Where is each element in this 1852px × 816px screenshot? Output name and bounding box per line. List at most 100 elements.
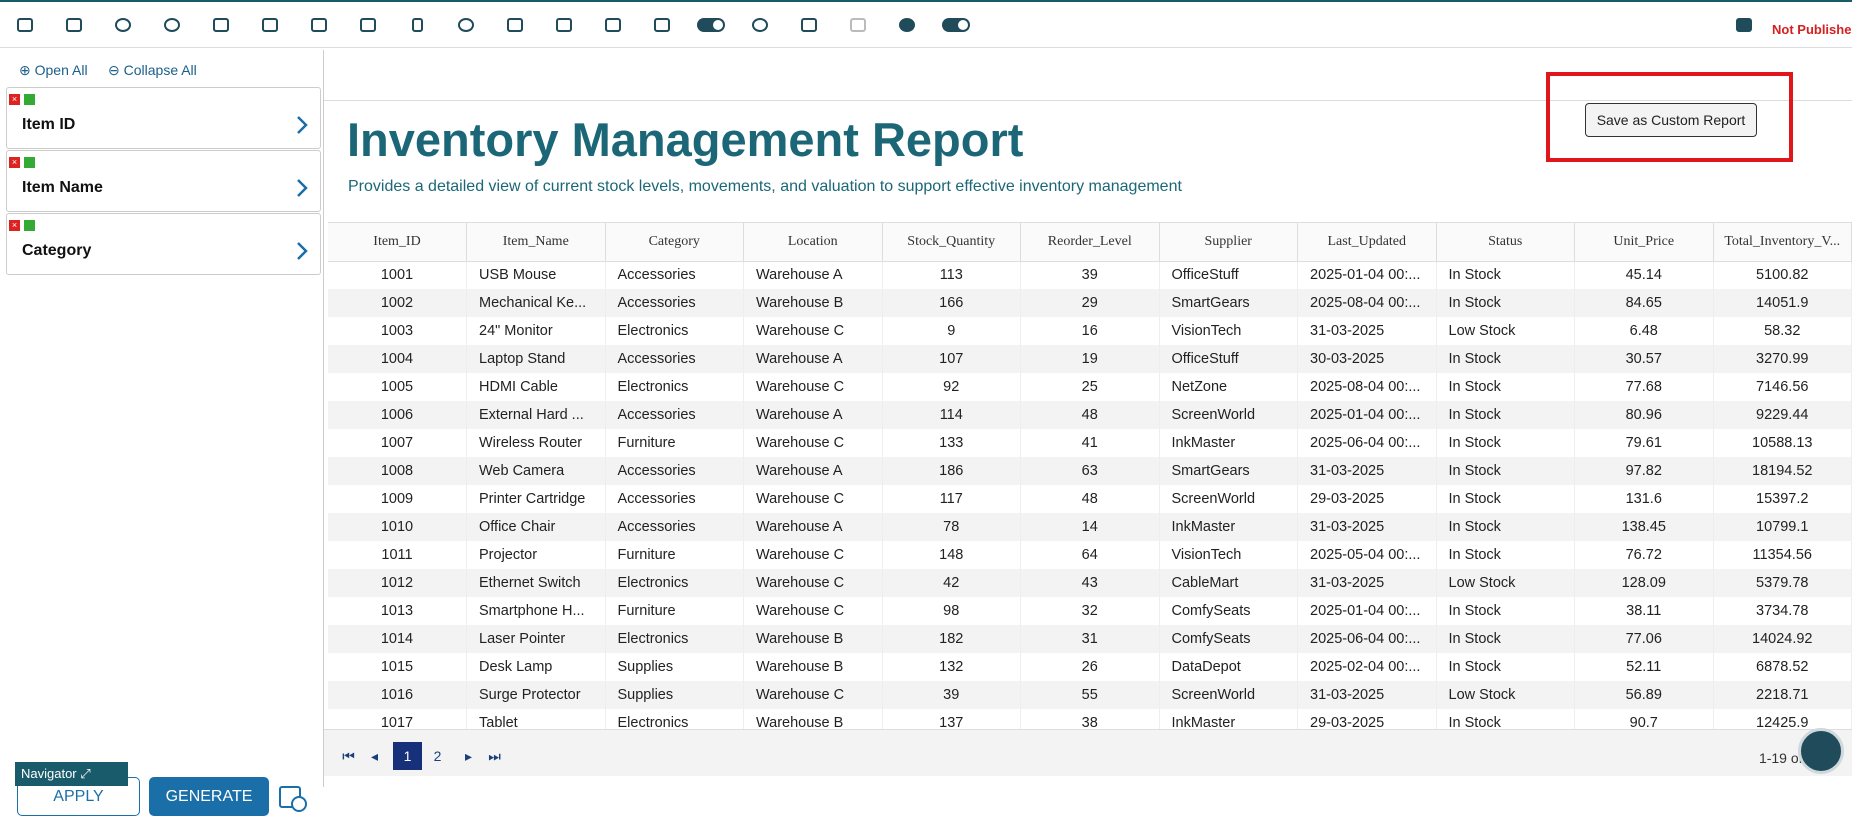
filters-icon[interactable] [801,18,817,32]
save-as-icon[interactable] [66,18,82,32]
edit-icon[interactable] [24,157,35,168]
column-header[interactable]: Total_Inventory_V... [1713,223,1852,261]
remove-icon[interactable]: × [9,157,20,168]
page-button[interactable]: 2 [423,742,452,770]
table-cell: Wireless Router [467,429,606,457]
table-cell: 1003 [328,317,467,345]
column-header[interactable]: Status [1436,223,1575,261]
table-cell: 14 [1021,513,1160,541]
table-cell: 48 [1021,401,1160,429]
chart-icon[interactable] [752,18,768,32]
edit-icon[interactable] [24,94,35,105]
table-cell: Electronics [605,569,744,597]
pen-icon[interactable] [605,18,621,32]
column-header[interactable]: Unit_Price [1575,223,1714,261]
table-cell: OfficeStuff [1159,345,1298,373]
column-header[interactable]: Last_Updated [1298,223,1437,261]
table-cell: Accessories [605,345,744,373]
chevron [296,178,308,198]
table-row: 1016Surge ProtectorSuppliesWarehouse C39… [328,681,1852,709]
table-cell: 1010 [328,513,467,541]
column-header[interactable]: Supplier [1159,223,1298,261]
image-icon[interactable] [654,18,670,32]
info-icon[interactable] [899,18,915,32]
mobile-icon[interactable] [412,18,423,32]
toggle[interactable] [942,18,970,32]
remove-icon[interactable]: × [9,220,20,231]
table-cell: 1012 [328,569,467,597]
column-header[interactable]: Item_Name [467,223,606,261]
app: Not Published ⊕ Open All ⊖ Collapse All … [0,0,1852,787]
column-header[interactable]: Reorder_Level [1021,223,1160,261]
table-cell: In Stock [1436,289,1575,317]
refresh-icon[interactable] [164,18,180,32]
ai-assistant[interactable] [1798,728,1844,774]
table-cell: 18194.52 [1713,457,1852,485]
table-cell: In Stock [1436,709,1575,729]
report-description: Provides a detailed view of current stoc… [348,178,1182,196]
save-custom-report-button[interactable]: Save as Custom Report [1585,103,1757,137]
table-cell: 25 [1021,373,1160,401]
table-cell: 166 [882,289,1021,317]
code-icon[interactable] [262,18,278,32]
table-cell: 6.48 [1575,317,1714,345]
filter-card[interactable]: ×Item Name [6,150,321,212]
table-cell: 10588.13 [1713,429,1852,457]
table-row: 1011ProjectorFurnitureWarehouse C14864Vi… [328,541,1852,569]
table-cell: 42 [882,569,1021,597]
table-cell: 1016 [328,681,467,709]
table-cell: 1011 [328,541,467,569]
filter-card[interactable]: ×Item ID [6,87,321,149]
remove-icon[interactable]: × [9,94,20,105]
chevron [296,115,308,135]
last-page[interactable]: ⏭ [480,742,509,770]
table-cell: Warehouse A [744,401,883,429]
collapse-all[interactable]: ⊖ Collapse All [108,62,197,79]
table-row: 1012Ethernet SwitchElectronicsWarehouse … [328,569,1852,597]
edit-icon[interactable] [24,220,35,231]
table-cell: Warehouse C [744,681,883,709]
table-cell: In Stock [1436,457,1575,485]
table-row: 1009Printer CartridgeAccessoriesWarehous… [328,485,1852,513]
export-icon[interactable] [507,18,523,32]
first-page[interactable]: ⏮ [334,742,363,770]
column-header[interactable]: Location [744,223,883,261]
filter-card[interactable]: ×Category [6,213,321,275]
history-icon[interactable] [115,18,131,32]
table-cell: Accessories [605,513,744,541]
save-icon[interactable] [17,18,33,32]
table-cell: Projector [467,541,606,569]
prev-page[interactable]: ◂ [360,742,389,770]
settings-icon[interactable] [360,18,376,32]
table-cell: Warehouse B [744,289,883,317]
next-page[interactable]: ▸ [454,742,483,770]
table-cell: Warehouse A [744,261,883,289]
preview-icon[interactable] [458,18,474,32]
table-cell: 2025-01-04 00:... [1298,401,1437,429]
table-cell: In Stock [1436,345,1575,373]
table-cell: Electronics [605,373,744,401]
page-button[interactable]: 1 [393,742,422,770]
edit-icon[interactable] [213,18,229,32]
table-cell: 2025-08-04 00:... [1298,373,1437,401]
open-all[interactable]: ⊕ Open All [19,62,88,79]
table-cell: Electronics [605,317,744,345]
schedule-icon[interactable] [278,783,308,813]
navigator-tab[interactable]: Navigator ⤢ [15,762,128,786]
publish-icon[interactable] [1736,18,1752,32]
filter-label: Item Name [22,179,103,197]
table-cell: 45.14 [1575,261,1714,289]
table-cell: 1006 [328,401,467,429]
layout-icon[interactable] [311,18,327,32]
table-cell: Accessories [605,289,744,317]
column-header[interactable]: Stock_Quantity [882,223,1021,261]
table-cell: In Stock [1436,625,1575,653]
toolbar: Not Published [0,0,1852,48]
column-header[interactable]: Category [605,223,744,261]
table-cell: 29-03-2025 [1298,709,1437,729]
toggle[interactable] [697,18,725,32]
note-icon[interactable] [556,18,572,32]
table-cell: 77.06 [1575,625,1714,653]
column-header[interactable]: Item_ID [328,223,467,261]
generate-button[interactable]: GENERATE [149,777,269,816]
